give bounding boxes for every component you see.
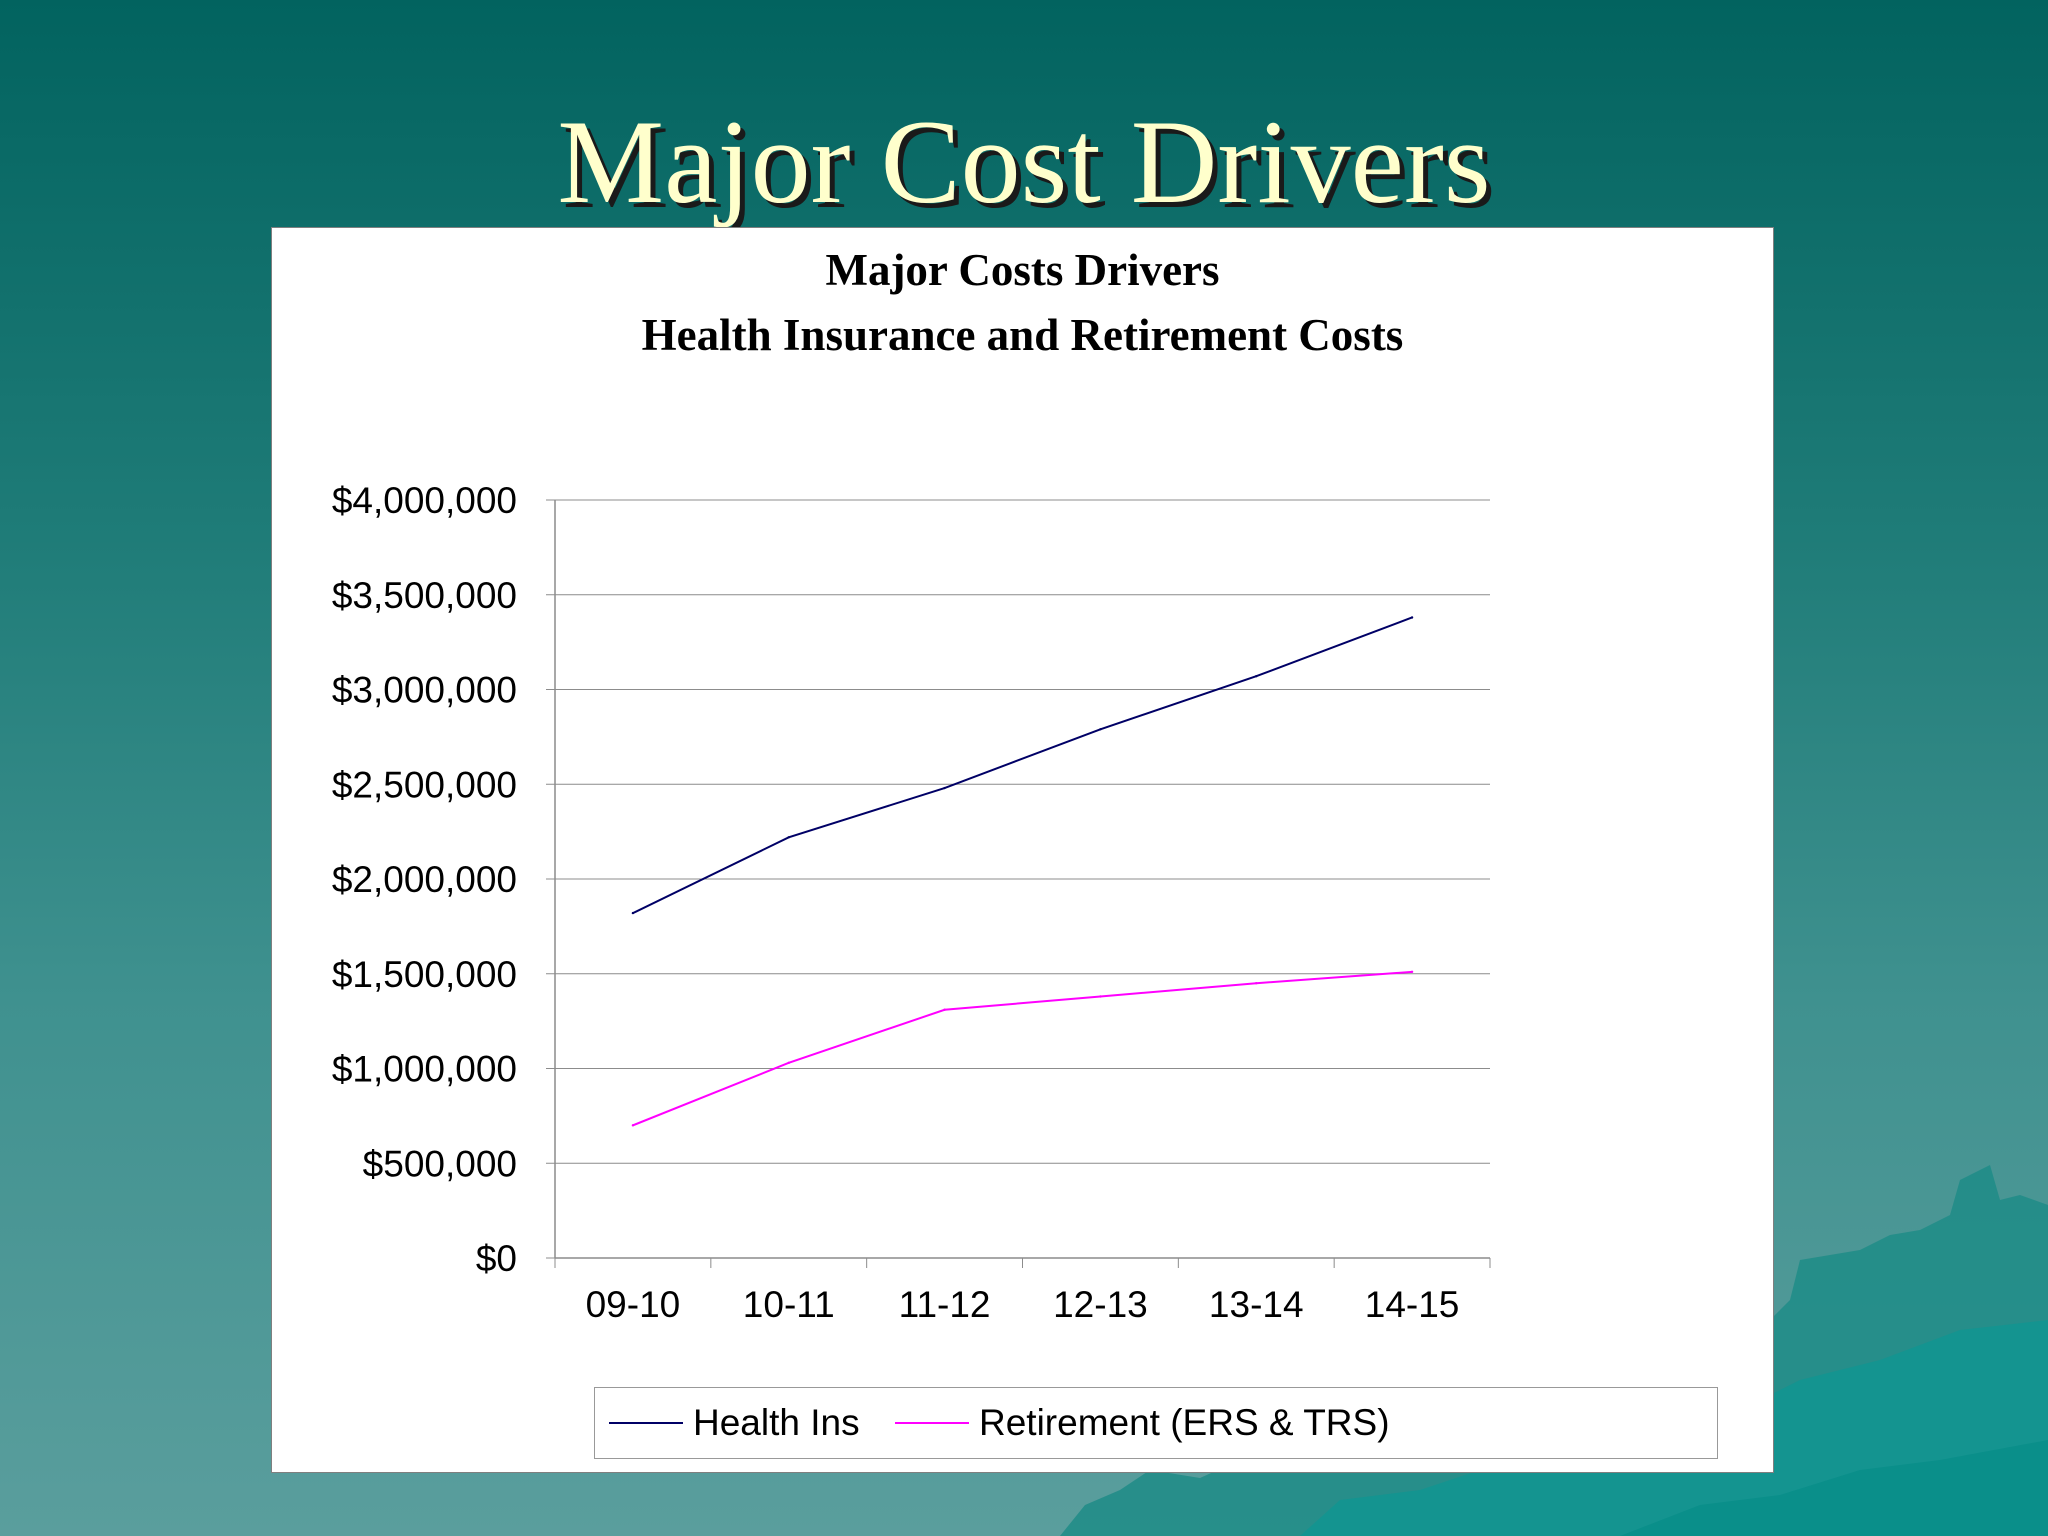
data-point — [943, 1008, 946, 1011]
x-tick-label: 13-14 — [1209, 1284, 1304, 1325]
y-tick-label: $0 — [476, 1238, 517, 1279]
legend-item-health-ins: Health Ins — [609, 1388, 860, 1458]
x-tick-label: 11-12 — [899, 1284, 991, 1325]
chart-title: Major Costs Drivers — [825, 245, 1220, 295]
slide-title: Major Cost Drivers — [557, 95, 1491, 228]
y-tick-label: $3,500,000 — [332, 575, 517, 616]
chart-area: Major Costs Drivers Health Insurance and… — [271, 227, 1774, 1473]
data-point — [1099, 995, 1102, 998]
x-tick-label: 12-13 — [1053, 1284, 1148, 1325]
legend-item-retirement: Retirement (ERS & TRS) — [895, 1388, 1390, 1458]
series-line — [632, 616, 1413, 915]
y-tick-label: $1,500,000 — [332, 954, 517, 995]
data-point — [787, 1061, 790, 1065]
legend-label: Health Ins — [693, 1402, 860, 1443]
y-tick-label: $1,000,000 — [332, 1049, 517, 1090]
data-point — [1410, 970, 1414, 974]
legend-label: Retirement (ERS & TRS) — [979, 1402, 1390, 1443]
y-tick-label: $2,000,000 — [332, 859, 517, 900]
data-point — [1099, 728, 1102, 731]
line-chart: $0 $500,000 $1,000,000 $1,500,000 $2,000,000… — [332, 480, 1491, 1325]
series-line — [632, 970, 1413, 1127]
data-point — [631, 1124, 635, 1127]
data-point — [787, 836, 790, 839]
data-point — [631, 911, 635, 915]
chart-subtitle: Health Insurance and Retirement Costs — [641, 310, 1404, 360]
x-tick-label: 10-11 — [743, 1284, 835, 1325]
y-tick-label: $500,000 — [363, 1143, 517, 1184]
legend-swatch — [609, 1422, 683, 1424]
data-point — [1410, 616, 1414, 619]
chart-legend: Health Ins Retirement (ERS & TRS) — [594, 1387, 1718, 1459]
data-point — [943, 786, 946, 790]
y-tick-label: $3,000,000 — [332, 670, 517, 711]
legend-swatch — [895, 1422, 969, 1424]
x-tick-label: 09-10 — [586, 1284, 681, 1325]
x-tick-label: 14-15 — [1365, 1284, 1460, 1325]
data-point — [1255, 982, 1258, 985]
y-tick-label: $2,500,000 — [332, 764, 517, 805]
y-tick-label: $4,000,000 — [332, 480, 517, 521]
data-point — [1255, 675, 1258, 678]
